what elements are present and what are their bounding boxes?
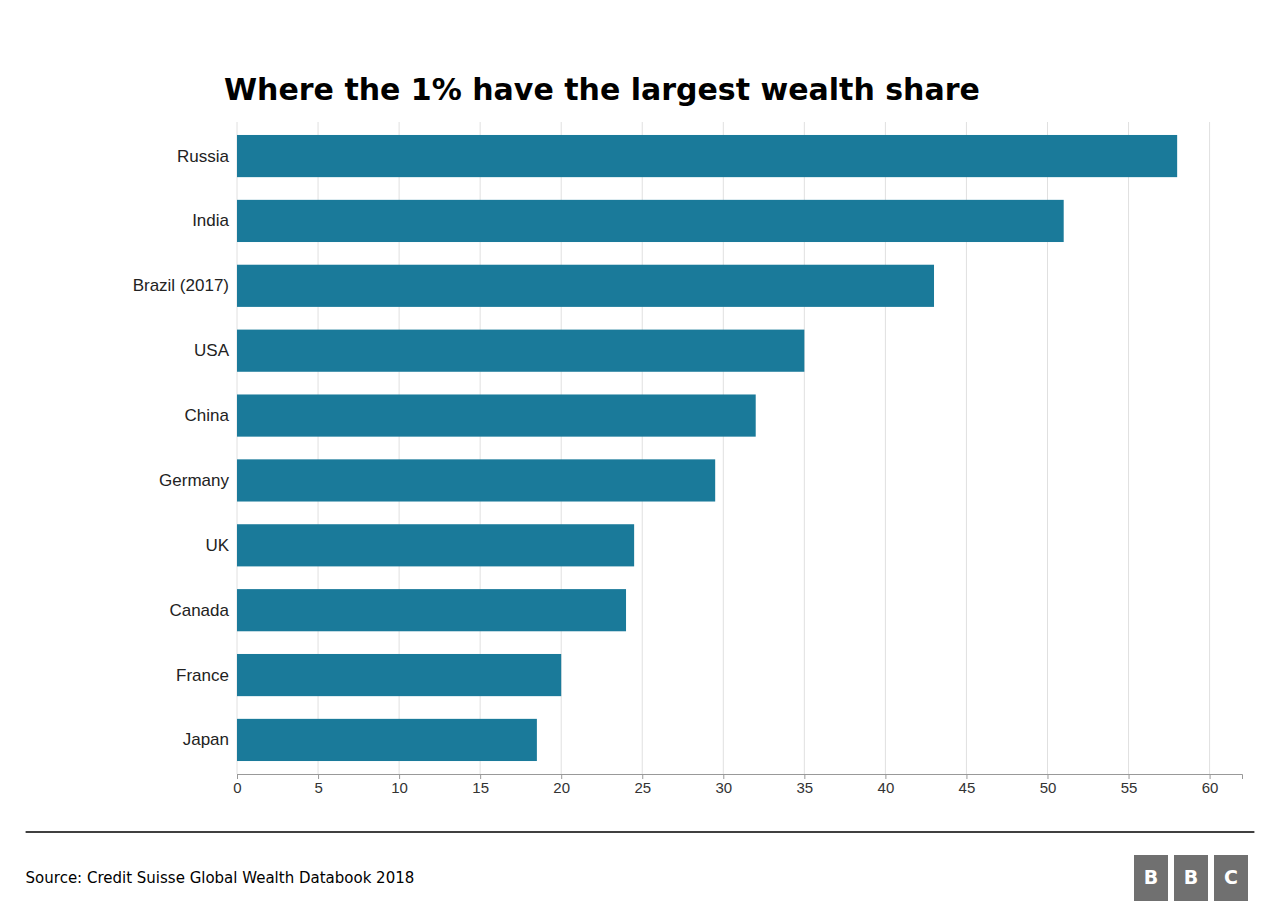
- x-tick-label: 45: [959, 779, 976, 796]
- x-axis-line: [238, 775, 1243, 780]
- logo-box: [1174, 855, 1208, 901]
- bars: [237, 135, 1177, 761]
- x-tick-label: 20: [553, 779, 570, 796]
- x-tick: 20: [553, 774, 570, 796]
- logo-text: BBC: [1144, 866, 1238, 888]
- x-tick-label: 60: [1202, 779, 1219, 796]
- x-tick-label: 35: [796, 779, 813, 796]
- x-tick: 50: [1040, 774, 1057, 796]
- x-tick: 40: [878, 774, 895, 796]
- x-tick: 10: [391, 774, 408, 796]
- x-tick: 5: [314, 774, 322, 796]
- x-tick: 45: [959, 774, 976, 796]
- x-tick: 55: [1121, 774, 1138, 796]
- y-tick-label: Canada: [169, 601, 229, 620]
- y-tick-label: India: [192, 211, 229, 230]
- plot: 0 5 10 15 20 25 30 35 40 45 50 55 60 Russia India Brazi…: [133, 122, 1243, 796]
- bar: [237, 524, 634, 566]
- y-tick-label: France: [176, 666, 229, 685]
- bar: [237, 135, 1177, 177]
- bar: [237, 719, 537, 761]
- x-tick-label: 15: [472, 779, 489, 796]
- y-tick-label: Germany: [159, 471, 229, 490]
- x-tick-label: 0: [233, 779, 241, 796]
- y-tick: Japan: [183, 730, 237, 749]
- chart: 0 5 10 15 20 25 30 35 40 45 50 55 60 Russia India Brazi…: [0, 0, 1280, 924]
- y-tick-label: Brazil (2017): [133, 276, 229, 295]
- bar: [237, 459, 715, 501]
- y-tick-label: UK: [205, 536, 229, 555]
- logo-box: [1134, 855, 1168, 901]
- x-tick-label: 10: [391, 779, 408, 796]
- grid-line: [1209, 122, 1210, 774]
- y-tick: Russia: [177, 146, 237, 165]
- logo-box: [1214, 855, 1248, 901]
- bar: [237, 589, 626, 631]
- y-tick: UK: [205, 536, 237, 555]
- y-tick: Germany: [159, 471, 237, 490]
- y-tick: France: [176, 666, 237, 685]
- separator: [26, 831, 1255, 833]
- x-tick: 15: [472, 774, 489, 796]
- x-tick-label: 30: [715, 779, 732, 796]
- x-tick: 60: [1202, 774, 1219, 796]
- x-tick: 25: [634, 774, 651, 796]
- x-tick-label: 50: [1040, 779, 1057, 796]
- grid: [237, 122, 1210, 774]
- bar: [237, 200, 1064, 242]
- x-tick: 35: [796, 774, 813, 796]
- y-axis-line: [237, 123, 238, 775]
- y-tick-label: China: [185, 406, 230, 425]
- grid-line: [1128, 122, 1129, 774]
- y-axis: Russia India Brazil (2017) USA China Germany U…: [133, 123, 238, 775]
- x-tick-label: 40: [878, 779, 895, 796]
- y-tick-label: Japan: [183, 730, 229, 749]
- logo: BBC: [1134, 855, 1248, 901]
- y-tick: Brazil (2017): [133, 276, 237, 295]
- source: Source: Credit Suisse Global Wealth Data…: [26, 869, 415, 887]
- x-tick: 30: [715, 774, 732, 796]
- x-tick: 0: [233, 774, 241, 796]
- bar: [237, 265, 934, 307]
- y-tick-label: Russia: [177, 146, 230, 165]
- x-tick-label: 25: [634, 779, 651, 796]
- y-tick: Canada: [169, 601, 237, 620]
- bar: [237, 330, 804, 372]
- y-tick: China: [185, 406, 237, 425]
- x-tick-label: 5: [314, 779, 322, 796]
- title: Where the 1% have the largest wealth sha…: [224, 72, 980, 107]
- y-tick: India: [192, 211, 237, 230]
- bar: [237, 394, 756, 436]
- y-tick: USA: [194, 341, 237, 360]
- y-tick-label: USA: [194, 341, 230, 360]
- x-tick-label: 55: [1121, 779, 1138, 796]
- bar: [237, 654, 561, 696]
- x-axis: 0 5 10 15 20 25 30 35 40 45 50 55 60: [233, 774, 1242, 796]
